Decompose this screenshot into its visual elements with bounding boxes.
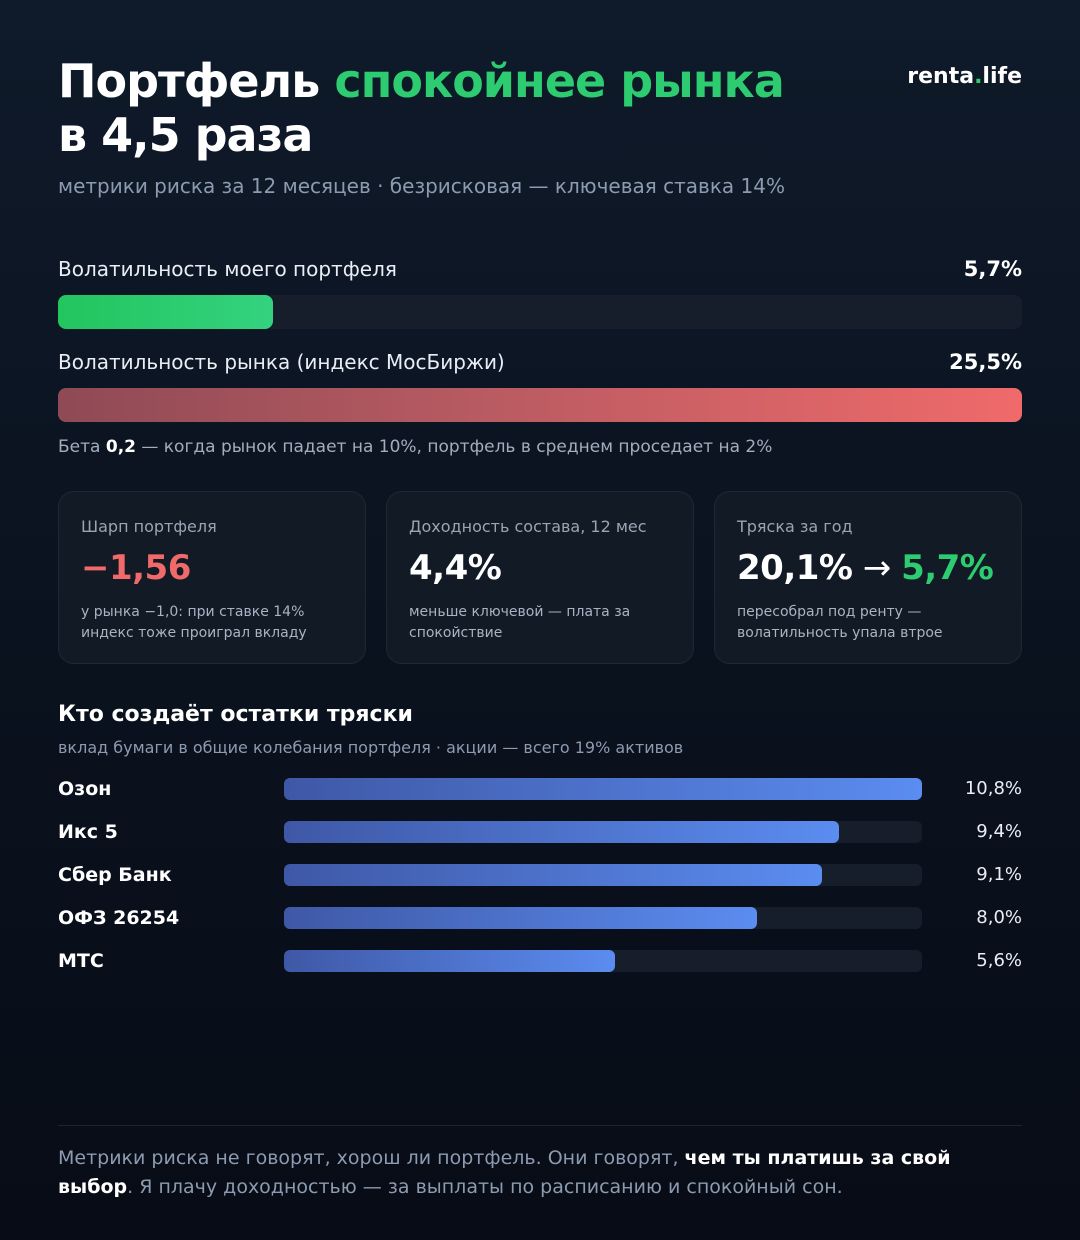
brand-tld: life	[982, 64, 1022, 89]
footer-divider	[58, 1125, 1022, 1126]
shake-card: Тряска за год 20,1% → 5,7% пересобрал по…	[714, 491, 1022, 664]
market-volatility-label: Волатильность рынка (индекс МосБиржи)	[58, 350, 505, 374]
market-volatility-bar	[58, 388, 1022, 422]
contributors-title: Кто создаёт остатки тряски	[58, 702, 413, 727]
contributor-row: МТС 5,6%	[58, 949, 1022, 973]
contributor-name: ОФЗ 26254	[58, 907, 180, 929]
footer-text-bold: чем ты платишь за свой выбор	[58, 1147, 951, 1198]
page-subtitle: метрики риска за 12 месяцев · безрискова…	[58, 174, 785, 198]
contributor-row: Озон 10,8%	[58, 777, 1022, 801]
market-volatility-track	[58, 388, 1022, 422]
yield-label: Доходность состава, 12 мес	[409, 517, 647, 536]
contributor-row: ОФЗ 26254 8,0%	[58, 906, 1022, 930]
sharpe-value: −1,56	[81, 548, 191, 588]
contributor-value: 5,6%	[976, 950, 1022, 971]
portfolio-volatility-label: Волатильность моего портфеля	[58, 257, 397, 281]
yield-card: Доходность состава, 12 мес 4,4% меньше к…	[386, 491, 694, 664]
sharpe-label: Шарп портфеля	[81, 517, 217, 536]
beta-note: Бета 0,2 — когда рынок падает на 10%, по…	[58, 437, 772, 457]
sharpe-note: у рынка −1,0: при ставке 14% индекс тоже…	[81, 604, 307, 641]
portfolio-volatility-bar	[58, 295, 273, 329]
beta-suffix: — когда рынок падает на 10%, портфель в …	[135, 437, 773, 457]
footer-text-after: . Я плачу доходностью — за выплаты по ра…	[127, 1176, 843, 1198]
portfolio-volatility-value: 5,7%	[963, 257, 1022, 281]
footer-text: Метрики риска не говорят, хорош ли портф…	[58, 1144, 1022, 1202]
sharpe-card: Шарп портфеля −1,56 у рынка −1,0: при ст…	[58, 491, 366, 664]
contributor-value: 10,8%	[964, 778, 1022, 799]
contributor-bar	[284, 864, 822, 886]
title-part-2-highlight: спокойнее рынка	[334, 54, 784, 108]
contributor-name: Озон	[58, 778, 112, 800]
contributor-bar-track	[284, 778, 922, 800]
yield-note: меньше ключевой — плата за спокойствие	[409, 604, 631, 641]
contributor-bar	[284, 950, 615, 972]
contributor-value: 9,4%	[976, 821, 1022, 842]
contributor-bar-track	[284, 907, 922, 929]
shake-value-before: 20,1%	[737, 548, 853, 588]
portfolio-volatility-track	[58, 295, 1022, 329]
yield-value: 4,4%	[409, 548, 502, 588]
title-part-3: в 4,5 раза	[58, 108, 313, 162]
contributor-name: Сбер Банк	[58, 864, 172, 886]
contributor-bar-track	[284, 864, 922, 886]
title-part-1: Портфель	[58, 54, 335, 108]
contributor-row: Икс 5 9,4%	[58, 820, 1022, 844]
brand-dot: .	[974, 64, 983, 89]
brand-logo: renta.life	[907, 64, 1022, 89]
contributor-name: МТС	[58, 950, 104, 972]
infographic-page: Портфель спокойнее рынка в 4,5 раза rent…	[58, 0, 1022, 1240]
shake-note: пересобрал под ренту — волатильность упа…	[737, 604, 943, 641]
shake-label: Тряска за год	[737, 517, 853, 536]
contributor-bar	[284, 821, 839, 843]
shake-value: 20,1% → 5,7%	[737, 548, 994, 588]
brand-name: renta	[907, 64, 975, 89]
market-volatility-value: 25,5%	[949, 350, 1022, 374]
page-title: Портфель спокойнее рынка в 4,5 раза	[58, 54, 818, 162]
contributor-bar-track	[284, 950, 922, 972]
beta-value: 0,2	[105, 437, 136, 457]
contributor-bar	[284, 778, 922, 800]
beta-prefix: Бета	[58, 437, 106, 457]
contributors-subtitle: вклад бумаги в общие колебания портфеля …	[58, 738, 684, 757]
contributor-value: 8,0%	[976, 907, 1022, 928]
contributor-name: Икс 5	[58, 821, 118, 843]
contributor-row: Сбер Банк 9,1%	[58, 863, 1022, 887]
shake-value-after: 5,7%	[901, 548, 994, 588]
arrow-right-icon: →	[852, 548, 902, 588]
contributor-value: 9,1%	[976, 864, 1022, 885]
contributor-bar	[284, 907, 757, 929]
footer-text-before: Метрики риска не говорят, хорош ли портф…	[58, 1147, 685, 1169]
contributor-bar-track	[284, 821, 922, 843]
